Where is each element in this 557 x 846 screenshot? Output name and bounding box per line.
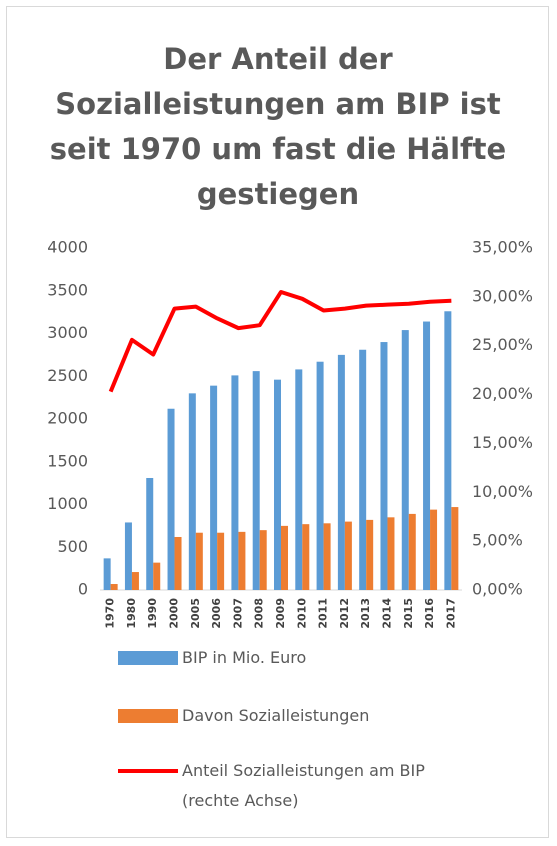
bar [344,521,352,590]
x-tick-label: 2008 [253,598,266,629]
bar [359,349,367,590]
y-tick-label: 3000 [47,323,88,342]
y-tick-label: 2500 [47,366,88,385]
y-tick-label: 4000 [47,238,88,257]
bar [401,330,409,590]
x-tick-label: 1970 [104,598,117,629]
bar [423,321,431,590]
x-tick-label: 2005 [189,598,202,629]
y2-tick-label: 5,00% [472,531,523,550]
bar [110,584,118,590]
y-tick-label: 3500 [47,280,88,299]
chart-title: Der Anteil der [163,42,393,76]
bar [408,513,416,590]
bar [366,519,374,590]
bar [217,532,225,590]
bar [103,558,111,590]
bar [131,572,139,590]
legend-label: Anteil Sozialleistungen am BIP (rechte A… [182,761,425,810]
x-tick-label: 2000 [168,598,181,629]
x-tick-label: 2006 [210,598,223,629]
line [108,289,452,393]
bar [295,369,303,590]
bar [124,522,132,590]
x-tick-label: 1990 [146,598,159,629]
bar [146,477,154,590]
bar [323,523,331,590]
y2-tick-label: 35,00% [472,238,533,257]
bar [195,532,203,590]
bar [252,371,260,590]
bar [238,531,246,590]
bar [281,525,288,590]
bar [430,509,438,590]
y2-tick-label: 30,00% [472,286,533,305]
chart-title: Sozialleistungen am BIP ist [55,87,501,121]
bar [259,530,267,590]
legend-label: BIP in Mio. Euro [182,648,307,667]
x-tick-label: 2009 [274,598,287,629]
legend-item: Anteil Sozialleistungen am BIP (rechte A… [118,756,442,816]
x-tick-label: 2013 [359,598,372,629]
y2-tick-label: 20,00% [472,384,533,403]
bar [302,524,310,590]
chart-title: seit 1970 um fast die Hälfte [50,132,506,166]
legend-item: Davon Sozialleistungen [118,701,442,731]
x-tick-label: 2012 [338,598,351,629]
legend-swatch [118,651,178,665]
y2-tick-label: 15,00% [472,433,533,452]
y-tick-label: 2000 [47,409,88,428]
bar [451,507,459,590]
y-tick-label: 0 [78,580,88,599]
chart-title: gestiegen [197,177,359,211]
x-tick-label: 2017 [444,598,457,629]
bar [174,536,182,590]
bar [444,311,452,590]
bar [380,342,388,590]
x-tick-label: 1980 [125,598,138,629]
x-tick-label: 2010 [295,598,308,629]
y2-tick-label: 10,00% [472,482,533,501]
bar [167,408,175,590]
legend-label: Davon Sozialleistungen [182,706,370,725]
bar [210,385,218,590]
legend-item: BIP in Mio. Euro [118,643,442,673]
x-tick-label: 2011 [317,598,330,629]
y-tick-label: 500 [57,537,88,556]
bar [231,375,239,590]
x-tick-label: 2014 [380,598,393,629]
y-tick-label: 1000 [47,494,88,513]
x-tick-label: 2016 [423,598,436,629]
bar [153,562,161,590]
y2-tick-label: 25,00% [472,335,533,354]
chart-frame [6,6,549,838]
x-tick-label: 2007 [231,598,244,629]
bar [316,361,324,590]
bar [337,354,345,590]
legend-swatch [118,709,178,723]
bar [387,517,395,590]
bar [188,393,196,590]
y2-tick-label: 0,00% [472,580,523,599]
bar [274,379,281,590]
x-tick-label: 2015 [402,598,415,629]
legend-swatch [118,769,178,773]
y-tick-label: 1500 [47,451,88,470]
